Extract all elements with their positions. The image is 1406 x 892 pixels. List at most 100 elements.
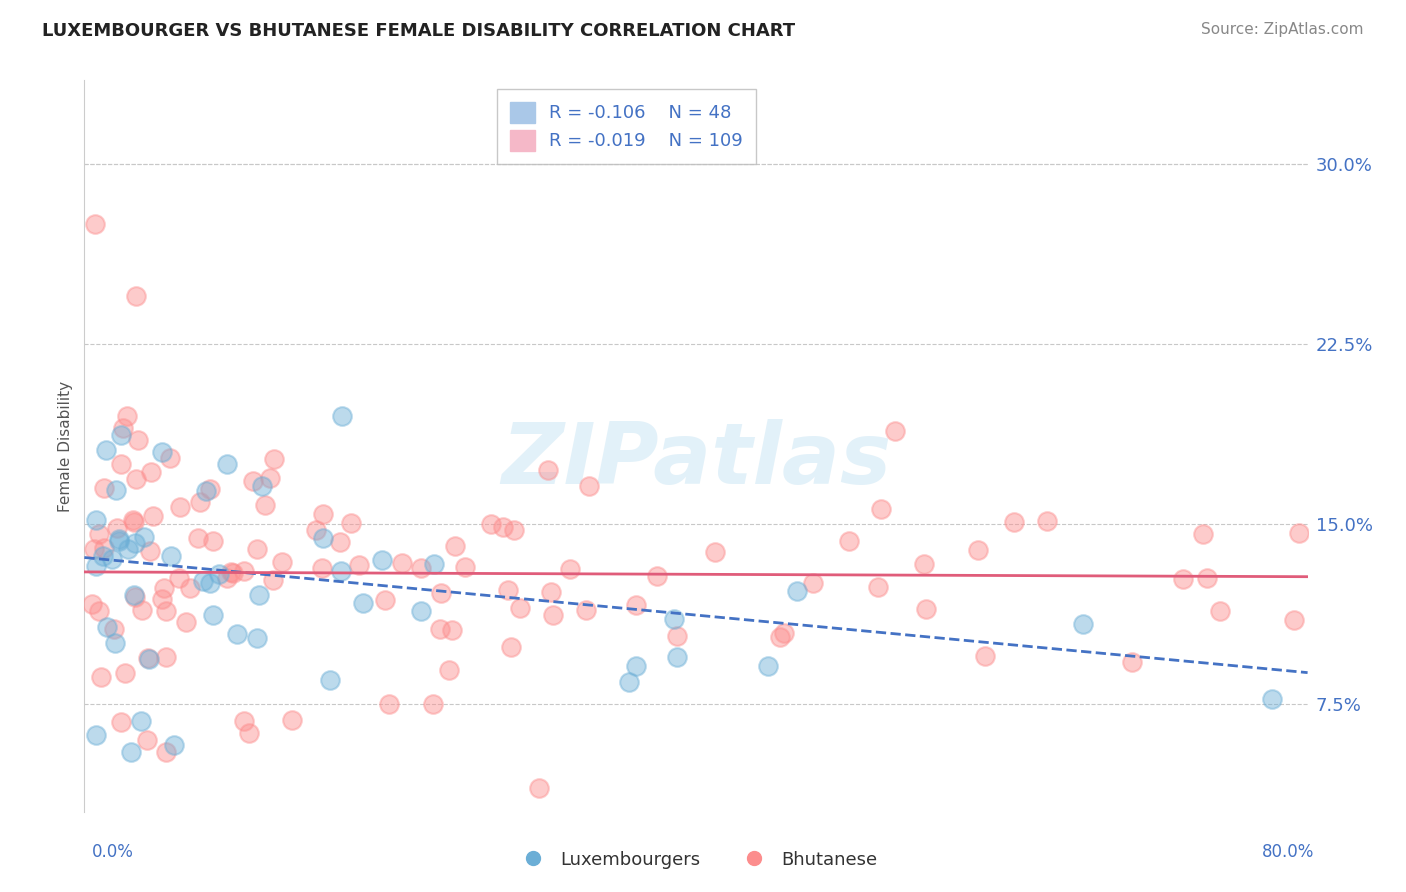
Point [1035, 514, 1057, 528]
Point [122, 588, 145, 602]
Point [330, 409, 353, 423]
Point [125, 472, 148, 486]
Point [624, 599, 647, 613]
Point [645, 568, 668, 582]
Point [1173, 572, 1195, 586]
Point [440, 623, 463, 637]
Point [179, 581, 201, 595]
Point [378, 697, 401, 711]
Point [110, 457, 132, 471]
Point [312, 531, 335, 545]
Point [82, 597, 104, 611]
Point [208, 567, 231, 582]
Text: ZIPatlas: ZIPatlas [501, 419, 891, 502]
Legend: Luxembourgers, Bhutanese: Luxembourgers, Bhutanese [508, 844, 884, 876]
Point [187, 531, 209, 545]
Point [87, 526, 110, 541]
Point [411, 560, 433, 574]
Point [1071, 616, 1094, 631]
Point [198, 576, 221, 591]
Point [756, 658, 779, 673]
Point [492, 520, 515, 534]
Point [443, 539, 465, 553]
Point [869, 501, 891, 516]
Point [124, 590, 146, 604]
Point [347, 558, 370, 572]
Point [1002, 515, 1025, 529]
Point [974, 649, 997, 664]
Point [319, 673, 342, 688]
Point [1261, 691, 1284, 706]
Y-axis label: Female Disability: Female Disability [58, 380, 73, 512]
Point [329, 564, 352, 578]
Point [117, 542, 139, 557]
Point [430, 586, 453, 600]
Point [111, 421, 134, 435]
Point [374, 592, 396, 607]
Point [217, 457, 239, 471]
Point [108, 532, 131, 546]
Point [496, 582, 519, 597]
Point [281, 713, 304, 727]
Point [117, 409, 139, 423]
Point [773, 625, 796, 640]
Point [967, 542, 990, 557]
Point [103, 622, 125, 636]
Point [352, 596, 374, 610]
Point [703, 545, 725, 559]
Point [543, 607, 565, 622]
Point [93, 482, 115, 496]
Point [84, 513, 107, 527]
Point [1288, 525, 1310, 540]
Point [87, 604, 110, 618]
Point [138, 651, 160, 665]
Point [238, 725, 260, 739]
Point [529, 780, 551, 795]
Point [84, 217, 107, 231]
Point [150, 591, 173, 606]
Point [340, 516, 363, 531]
Point [105, 521, 128, 535]
Point [96, 443, 118, 458]
Point [454, 560, 477, 574]
Point [578, 479, 600, 493]
Point [429, 623, 451, 637]
Point [329, 534, 352, 549]
Point [666, 630, 689, 644]
Point [250, 479, 273, 493]
Point [191, 574, 214, 589]
Point [499, 640, 522, 654]
Point [155, 650, 177, 665]
Point [246, 631, 269, 645]
Point [1121, 655, 1143, 669]
Point [409, 604, 432, 618]
Point [503, 523, 526, 537]
Point [259, 470, 281, 484]
Point [84, 728, 107, 742]
Text: 0.0%: 0.0% [91, 843, 134, 861]
Point [150, 445, 173, 459]
Point [127, 433, 149, 447]
Point [96, 620, 118, 634]
Point [129, 714, 152, 728]
Point [90, 670, 112, 684]
Point [219, 565, 242, 579]
Point [124, 535, 146, 549]
Point [155, 745, 177, 759]
Point [263, 451, 285, 466]
Text: 80.0%: 80.0% [1263, 843, 1315, 861]
Point [664, 611, 686, 625]
Point [253, 498, 276, 512]
Point [262, 573, 284, 587]
Point [131, 603, 153, 617]
Point [246, 541, 269, 556]
Point [311, 561, 333, 575]
Point [198, 482, 221, 496]
Point [626, 658, 648, 673]
Point [121, 513, 143, 527]
Point [159, 450, 181, 465]
Point [105, 483, 128, 497]
Point [138, 650, 160, 665]
Point [93, 549, 115, 563]
Point [1197, 571, 1219, 585]
